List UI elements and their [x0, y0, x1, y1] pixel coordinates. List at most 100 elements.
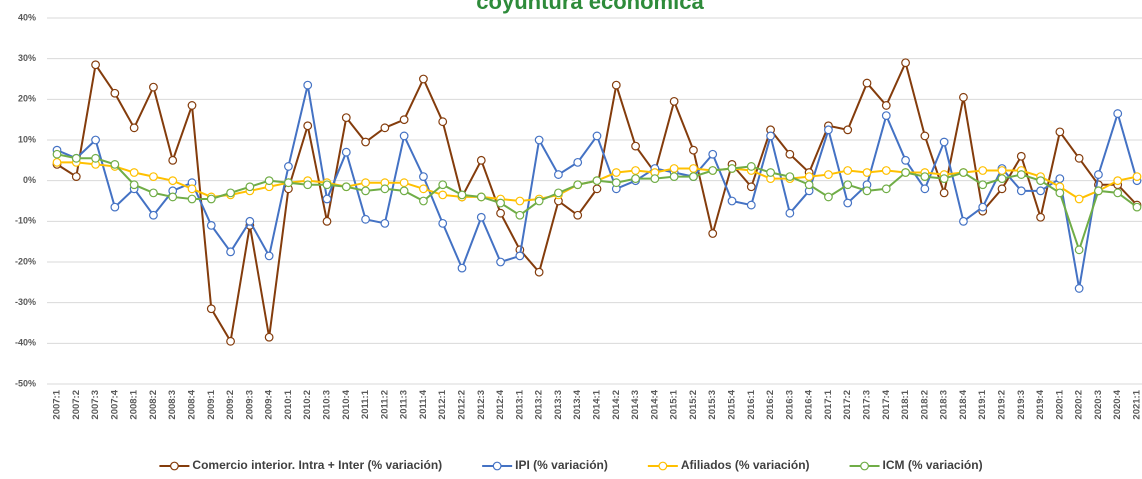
point-marker	[52, 149, 62, 159]
point-marker	[978, 180, 988, 190]
x-tick-label: 2008:4	[187, 389, 198, 419]
point-marker	[52, 157, 62, 167]
point-marker	[476, 192, 486, 202]
legend-item: ICM (% variación)	[849, 458, 983, 472]
point-marker	[631, 166, 640, 175]
x-tick-label: 2008:1	[129, 389, 140, 419]
point-marker	[1016, 151, 1026, 161]
x-tick-label: 2013:4	[572, 389, 583, 419]
x-tick-label: 2017:4	[881, 389, 892, 419]
point-marker	[592, 176, 602, 186]
point-marker	[901, 168, 910, 177]
x-tick-label: 2011:4	[418, 389, 429, 419]
x-tick-label: 2010:3	[322, 390, 333, 420]
x-tick-label: 2008:2	[148, 390, 159, 420]
x-tick-label: 2011:1	[360, 389, 371, 419]
legend-marker	[492, 461, 502, 471]
x-tick-label: 2018:2	[919, 390, 930, 420]
point-marker	[920, 172, 930, 182]
point-marker	[303, 121, 313, 131]
x-tick-label: 2014:3	[630, 390, 641, 420]
x-tick-label: 2009:1	[206, 389, 217, 419]
x-tick-label: 2019:3	[1016, 390, 1027, 420]
point-marker	[1036, 212, 1045, 222]
point-marker	[1113, 176, 1123, 186]
point-marker	[322, 194, 332, 204]
point-marker	[399, 178, 409, 188]
point-marker	[650, 174, 660, 184]
point-marker	[341, 113, 351, 123]
point-marker	[438, 190, 448, 200]
point-marker	[727, 196, 737, 206]
point-marker	[997, 184, 1007, 194]
point-marker	[91, 60, 100, 70]
x-tick-label: 2018:1	[900, 389, 911, 419]
point-marker	[1074, 153, 1084, 163]
point-marker	[399, 131, 409, 141]
point-marker	[457, 190, 467, 200]
x-tick-label: 2021:1	[1132, 389, 1142, 419]
point-marker	[785, 149, 795, 159]
point-marker	[1094, 186, 1103, 196]
point-marker	[939, 174, 949, 184]
point-marker	[746, 182, 756, 192]
x-tick-label: 2019:1	[977, 389, 988, 419]
x-tick-label: 2013:1	[514, 389, 525, 419]
point-marker	[129, 168, 139, 177]
point-marker	[149, 210, 158, 220]
point-marker	[554, 188, 563, 198]
x-tick-label: 2020:2	[1074, 390, 1085, 420]
point-marker	[920, 131, 930, 141]
point-marker	[110, 159, 120, 169]
point-marker	[438, 180, 448, 190]
point-marker	[959, 168, 968, 177]
point-marker	[766, 131, 775, 141]
point-marker	[978, 202, 988, 212]
point-marker	[534, 267, 544, 277]
point-marker	[226, 336, 235, 346]
point-marker	[206, 220, 216, 230]
point-marker	[476, 155, 486, 165]
point-marker	[380, 184, 390, 194]
point-marker	[303, 180, 313, 190]
point-marker	[284, 178, 293, 188]
point-marker	[264, 176, 274, 186]
x-tick-label: 2018:3	[939, 390, 950, 420]
point-marker	[419, 74, 428, 84]
point-marker	[1113, 109, 1123, 118]
point-marker	[592, 184, 602, 194]
x-tick-label: 2011:3	[399, 390, 410, 419]
y-tick-label: 20%	[18, 94, 36, 104]
point-marker	[496, 198, 505, 208]
legend-item: Comercio interior. Intra + Inter (% vari…	[159, 458, 442, 472]
point-marker	[361, 178, 370, 188]
legend: Comercio interior. Intra + Inter (% vari…	[159, 458, 983, 472]
point-marker	[1036, 176, 1045, 186]
x-tick-label: 2016:1	[746, 389, 757, 419]
point-marker	[91, 135, 100, 145]
point-marker	[1074, 194, 1084, 204]
y-tick-label: 10%	[18, 134, 36, 144]
y-tick-label: -40%	[15, 338, 36, 348]
point-marker	[187, 194, 197, 204]
point-marker	[1113, 188, 1123, 198]
point-marker	[785, 208, 795, 218]
x-tick-label: 2012:2	[457, 390, 468, 420]
x-tick-label: 2007:2	[71, 390, 82, 420]
point-marker	[419, 172, 428, 182]
x-tick-label: 2013:3	[553, 390, 564, 420]
legend-item: IPI (% variación)	[482, 458, 608, 472]
point-marker	[881, 111, 891, 120]
x-tick-label: 2012:3	[476, 390, 487, 420]
y-tick-label: 30%	[18, 53, 36, 63]
point-marker	[534, 135, 544, 145]
point-marker	[881, 101, 891, 110]
point-marker	[496, 257, 505, 267]
x-tick-label: 2020:1	[1054, 389, 1065, 419]
point-marker	[206, 304, 216, 314]
point-marker	[438, 117, 448, 127]
point-marker	[284, 162, 293, 171]
y-tick-label: 0%	[23, 175, 36, 185]
y-tick-label: 40%	[18, 12, 36, 22]
